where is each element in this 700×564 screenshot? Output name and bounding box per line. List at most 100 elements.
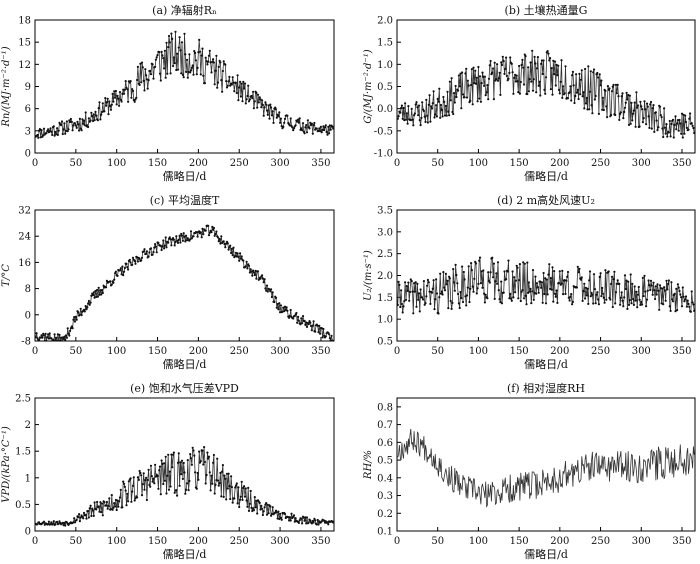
data-point (669, 135, 672, 138)
data-point (435, 292, 438, 295)
data-point (91, 507, 94, 510)
data-point (662, 303, 665, 306)
data-point (619, 296, 623, 299)
data-point (625, 279, 628, 282)
data-point (218, 237, 221, 241)
data-point (554, 84, 557, 87)
data-point (513, 276, 516, 279)
data-point (611, 85, 614, 88)
plot-frame (396, 397, 696, 532)
data-point (251, 509, 254, 513)
data-point (191, 64, 194, 67)
data-point (418, 310, 421, 313)
data-point (676, 309, 679, 312)
data-point (514, 291, 517, 294)
data-point (64, 129, 68, 132)
data-point (301, 129, 304, 132)
y-tick-label: 2 (25, 420, 31, 431)
data-point (217, 240, 220, 243)
data-point (191, 446, 194, 449)
data-point (75, 318, 78, 321)
data-point (569, 85, 572, 88)
data-point (640, 300, 643, 303)
data-point (531, 49, 534, 52)
data-point (270, 295, 273, 299)
data-point (628, 94, 632, 97)
data-point (320, 131, 323, 134)
data-point (544, 76, 548, 79)
data-point (197, 478, 200, 481)
y-tick-label: 0 (25, 310, 31, 321)
data-point (655, 119, 658, 122)
data-point (148, 483, 151, 486)
data-point (571, 303, 574, 306)
data-point (587, 65, 590, 68)
x-tick-label: 150 (148, 536, 167, 547)
data-point (93, 296, 96, 299)
x-tick-label: 0 (32, 536, 38, 547)
data-point (211, 225, 214, 228)
data-point (184, 492, 187, 495)
data-point (238, 86, 241, 89)
data-point (676, 283, 680, 286)
data-point (187, 489, 190, 492)
data-point (294, 124, 297, 127)
data-point (161, 54, 164, 57)
data-point (486, 84, 489, 87)
data-point (52, 125, 55, 128)
data-point (323, 126, 327, 129)
data-point (78, 129, 81, 132)
data-point (686, 299, 689, 302)
data-point (151, 63, 154, 66)
data-point (310, 329, 313, 332)
data-point (471, 285, 474, 288)
x-tick-label: 50 (69, 346, 82, 357)
data-point (108, 497, 111, 500)
data-point (162, 482, 165, 486)
data-point (172, 237, 175, 240)
data-point (500, 302, 504, 305)
data-point (41, 336, 44, 339)
data-point (671, 298, 674, 301)
data-point (641, 303, 644, 306)
data-point (647, 279, 650, 282)
data-point (54, 523, 57, 526)
data-point (550, 67, 553, 70)
data-point (140, 474, 143, 477)
data-point (210, 474, 213, 477)
data-point (56, 520, 59, 524)
data-point (107, 505, 110, 508)
data-point (301, 122, 305, 125)
data-point (674, 310, 677, 313)
data-point (114, 96, 117, 99)
data-point (259, 277, 262, 280)
data-point (482, 269, 485, 272)
data-point (272, 121, 275, 124)
data-point (237, 255, 240, 258)
data-point (230, 475, 233, 478)
data-point (65, 120, 68, 123)
data-point (213, 492, 216, 495)
data-point (105, 504, 108, 507)
data-point (138, 83, 141, 86)
data-point (601, 286, 604, 290)
data-point (224, 477, 227, 480)
data-point (39, 136, 42, 139)
data-point (136, 78, 139, 82)
data-point (494, 280, 497, 283)
data-point (111, 508, 114, 511)
data-point (305, 516, 309, 519)
data-point (131, 89, 135, 93)
data-point (645, 298, 649, 301)
y-tick-label: 0.5 (377, 456, 393, 467)
data-point (255, 91, 258, 95)
data-point (455, 95, 458, 99)
x-tick-label: 200 (189, 536, 208, 547)
data-point (434, 298, 437, 301)
data-point (571, 74, 574, 77)
chart-title: (a) 净辐射Rₙ (152, 3, 217, 17)
data-point (157, 241, 160, 244)
data-point (458, 306, 461, 310)
data-point (600, 295, 603, 298)
